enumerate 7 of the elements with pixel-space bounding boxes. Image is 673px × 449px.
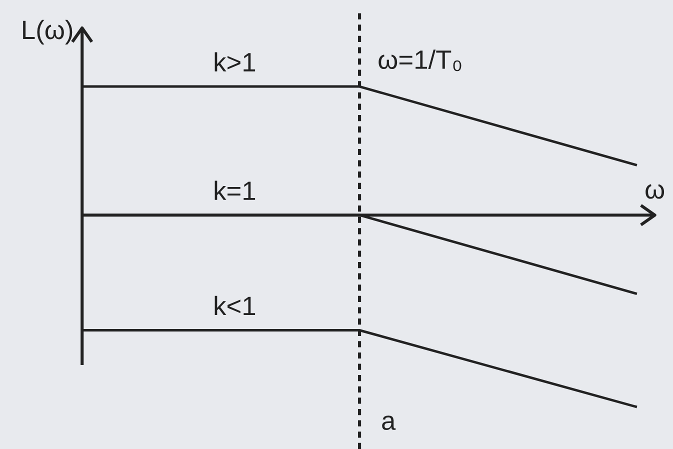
- x-axis-title: ω: [646, 184, 664, 199]
- text: ω=1/T₀: [378, 50, 462, 72]
- series-label: k>1: [214, 52, 256, 72]
- text: a: [382, 416, 396, 430]
- series-label: k=1: [214, 180, 256, 200]
- y-axis-title: L(ω): [23, 20, 72, 44]
- series-label: k<1: [214, 296, 256, 316]
